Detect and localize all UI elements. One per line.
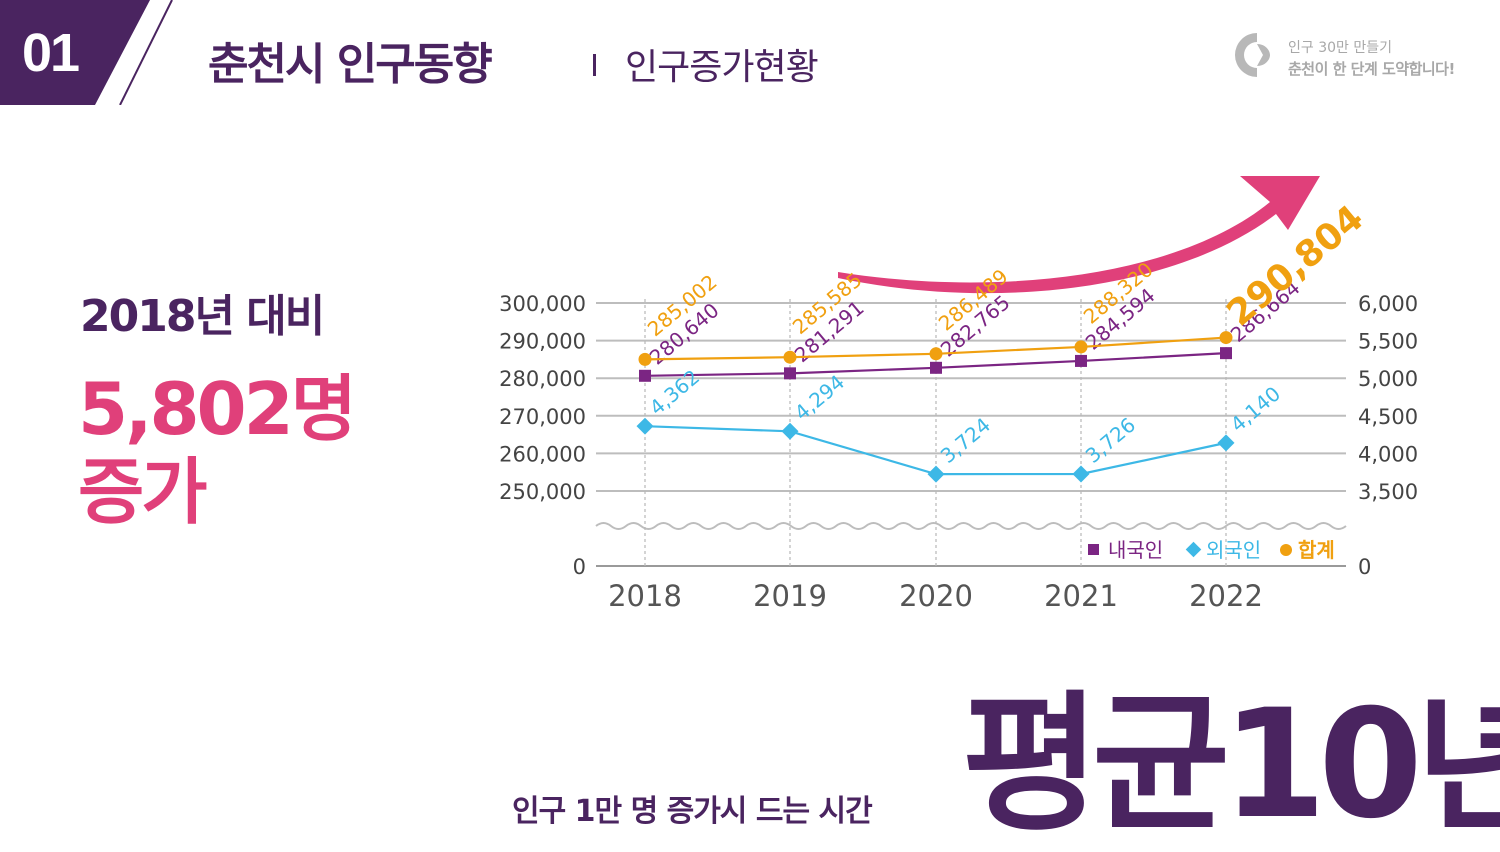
data-point — [784, 367, 796, 380]
data-point — [930, 361, 942, 374]
increase-word: 증가 — [78, 450, 207, 534]
left-axis-tick: 270,000 — [499, 405, 586, 429]
data-point — [1075, 354, 1087, 367]
data-point — [781, 422, 799, 440]
data-label: 4,140 — [1226, 382, 1285, 437]
x-axis-tick: 2018 — [608, 579, 682, 613]
data-point — [929, 347, 943, 361]
legend-label: 합계 — [1298, 538, 1335, 562]
x-axis-tick: 2019 — [753, 579, 827, 613]
right-axis-tick: 0 — [1358, 555, 1371, 579]
right-axis-tick: 3,500 — [1358, 480, 1418, 504]
x-axis-tick: 2021 — [1044, 579, 1118, 613]
data-label: 290,804 — [1219, 198, 1371, 335]
data-point — [636, 417, 654, 435]
data-label: 3,724 — [936, 413, 995, 468]
legend-label: 내국인 — [1108, 538, 1163, 562]
left-axis-tick: 290,000 — [499, 330, 586, 354]
legend-label: 외국인 — [1206, 538, 1261, 562]
data-point — [1217, 434, 1235, 452]
data-point — [783, 350, 797, 364]
x-axis-tick: 2020 — [899, 579, 973, 613]
data-point — [1220, 347, 1232, 360]
page-subtitle: 인구증가현황 — [625, 47, 819, 88]
increase-value: 5,802명 — [78, 367, 357, 451]
population-line-chart: 300,000 6,000 290,000 5,500 280,000 5,000 270,… — [499, 176, 1418, 613]
city-logo-icon — [1235, 33, 1270, 77]
right-axis-tick: 5,000 — [1358, 367, 1418, 391]
data-point — [639, 369, 651, 382]
growth-arrow-icon — [838, 176, 1320, 294]
page-title: 춘천시 인구동향 — [208, 39, 493, 90]
left-axis-tick: 250,000 — [499, 480, 586, 504]
data-point — [1072, 465, 1090, 483]
data-label: 4,362 — [645, 365, 704, 420]
legend-swatch — [1088, 544, 1099, 555]
legend-swatch — [1185, 541, 1202, 558]
right-axis-tick: 4,500 — [1358, 405, 1418, 429]
data-label: 3,726 — [1081, 413, 1140, 468]
data-point — [638, 352, 652, 366]
left-axis-tick: 300,000 — [499, 292, 586, 316]
left-axis-tick: 260,000 — [499, 442, 586, 466]
slogan-line-1: 인구 30만 만들기 — [1288, 40, 1392, 56]
slogan-line-2: 춘천이 한 단계 도약합니다! — [1288, 60, 1455, 78]
data-point — [1074, 340, 1088, 354]
axis-break-wave — [595, 522, 1347, 530]
right-axis-tick: 4,000 — [1358, 442, 1418, 466]
left-axis-tick: 0 — [573, 555, 586, 579]
x-axis-tick: 2022 — [1189, 579, 1263, 613]
section-number: 01 — [22, 23, 80, 83]
average-years: 평균10년 — [962, 678, 1500, 852]
data-point — [1219, 331, 1233, 345]
title-divider — [593, 54, 596, 76]
compare-label: 2018년 대비 — [80, 291, 325, 342]
bottom-caption: 인구 1만 명 증가시 드는 시간 — [512, 794, 873, 829]
left-axis-tick: 280,000 — [499, 367, 586, 391]
right-axis-tick: 6,000 — [1358, 292, 1418, 316]
section-badge — [0, 0, 173, 105]
data-point — [927, 465, 945, 483]
legend-swatch — [1280, 544, 1292, 556]
right-axis-tick: 5,500 — [1358, 330, 1418, 354]
